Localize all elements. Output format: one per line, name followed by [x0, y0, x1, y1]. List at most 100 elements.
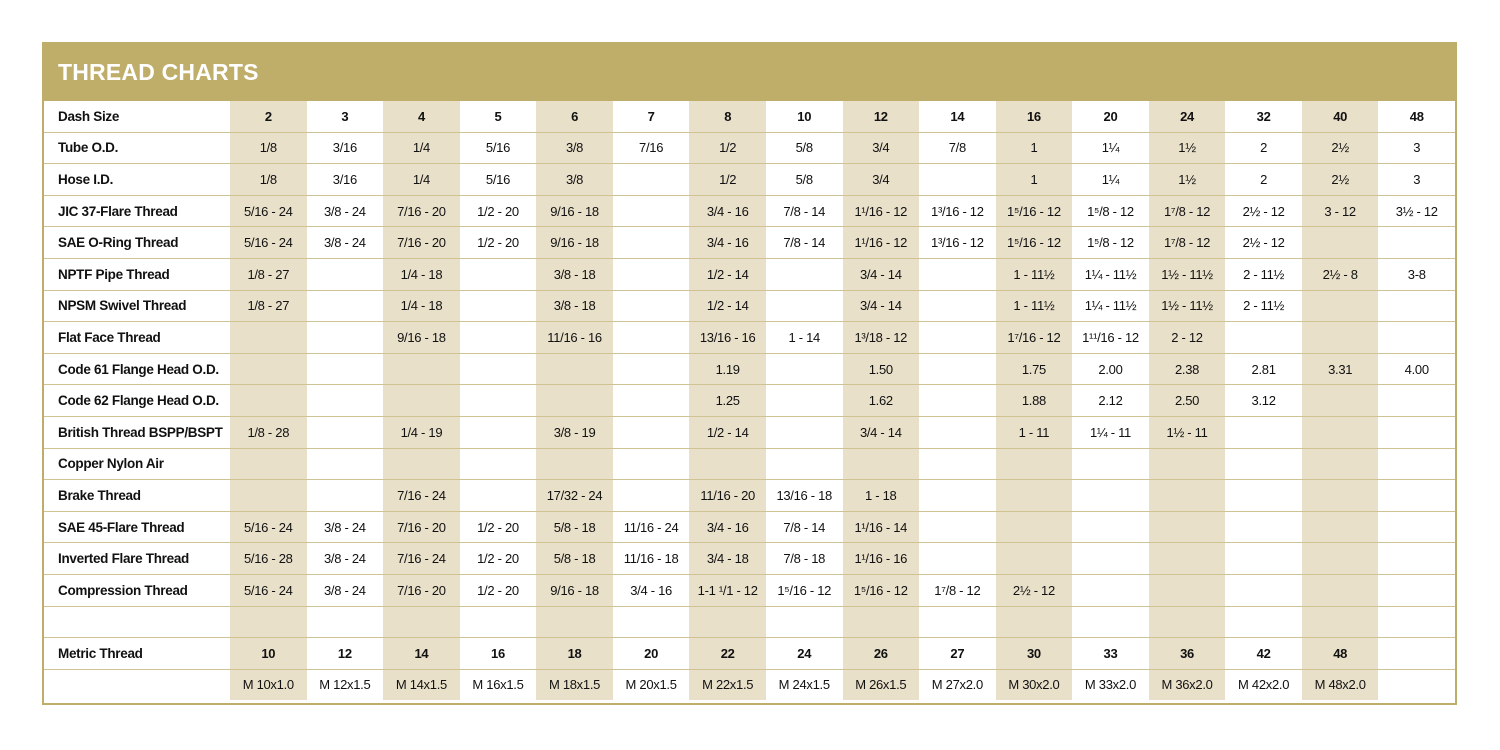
table-cell: [765, 353, 843, 386]
table-cell: 1⁵/16 - 12: [995, 226, 1073, 259]
table-cell: [995, 479, 1073, 512]
table-cell: [612, 384, 690, 417]
table-cell: 9/16 - 18: [383, 321, 460, 354]
table-cell: [612, 606, 690, 639]
table-cell: M 30x2.0: [995, 669, 1073, 701]
table-cell: 1/4 - 18: [383, 290, 460, 323]
table-cell: 32: [1225, 101, 1302, 133]
table-cell: [765, 384, 843, 417]
table-cell: 1¹/16 - 14: [842, 511, 920, 544]
table-cell: 1¼: [1072, 132, 1149, 165]
table-cell: 1/8: [230, 132, 307, 165]
table-cell: 3.12: [1225, 384, 1302, 417]
table-cell: [459, 606, 537, 639]
table-cell: [1072, 479, 1149, 512]
table-cell: [1072, 448, 1149, 481]
table-row: Flat Face Thread 9/16 - 18 11/16 - 16 13/16…: [44, 321, 1455, 354]
table-cell: 5/16 - 24: [230, 511, 307, 544]
table-cell: 1 - 11½: [995, 258, 1073, 291]
table-cell: 7/16 - 20: [383, 511, 460, 544]
table-cell: [1225, 448, 1302, 481]
table-cell: 3/8 - 19: [536, 416, 613, 449]
table-cell: [1378, 290, 1455, 323]
table-cell: 1½ - 11: [1148, 416, 1226, 449]
row-label: Tube O.D.: [44, 132, 230, 165]
table-cell: [1148, 542, 1226, 575]
table-cell: 1⁵/16 - 12: [995, 195, 1073, 228]
table-cell: [1378, 511, 1455, 544]
table-cell: [1301, 574, 1379, 607]
table-cell: 12: [842, 101, 920, 133]
table-cell: 3: [306, 101, 384, 133]
table-cell: 36: [1148, 637, 1226, 670]
table-cell: 1⁷/16 - 12: [995, 321, 1073, 354]
table-cell: 1.25: [689, 384, 766, 417]
row-label: Flat Face Thread: [44, 321, 230, 354]
table-cell: 7/8 - 18: [765, 542, 843, 575]
row-label: Dash Size: [44, 101, 230, 133]
row-label: NPSM Swivel Thread: [44, 290, 230, 323]
table-cell: 11/16 - 24: [612, 511, 690, 544]
table-cell: 1.19: [689, 353, 766, 386]
table-cell: 1½: [1148, 163, 1226, 196]
table-cell: 13/16 - 16: [689, 321, 766, 354]
row-label: British Thread BSPP/BSPT: [44, 416, 230, 449]
row-label: NPTF Pipe Thread: [44, 258, 230, 291]
table-cell: [919, 416, 996, 449]
table-row: Hose I.D. 1/8 3/16 1/4 5/16 3/8 1/2 5/8 3/4 1 1¼ 1½…: [44, 163, 1455, 196]
table-cell: [306, 448, 384, 481]
table-cell: M 24x1.5: [778, 677, 830, 693]
table-cell: 2.50: [1148, 384, 1226, 417]
table-cell: [1378, 669, 1455, 700]
table-cell: 7/16 - 24: [383, 479, 460, 512]
table-cell: [1148, 606, 1226, 639]
table-row: SAE O-Ring Thread 5/16 - 24 3/8 - 24 7/16 -…: [44, 226, 1455, 259]
table-cell: 1³/16 - 12: [919, 226, 996, 259]
table-cell: 3: [1378, 132, 1455, 165]
table-cell: 1/2 - 14: [689, 290, 766, 323]
table-cell: 3/8 - 24: [306, 195, 384, 228]
table-cell: 14: [919, 101, 996, 133]
table-cell: 7/16 - 24: [383, 542, 460, 575]
table-cell: [919, 606, 996, 639]
table-cell: [230, 606, 307, 639]
table-cell: 1/2: [689, 163, 766, 196]
table-cell: [612, 448, 690, 481]
table-cell: [1072, 574, 1149, 607]
table-cell: 2 - 11½: [1225, 258, 1302, 291]
table-cell: M 22x1.5: [689, 669, 766, 701]
table-cell: [383, 448, 460, 481]
table-row: NPTF Pipe Thread 1/8 - 27 1/4 - 18 3/8 - 18…: [44, 258, 1455, 291]
row-label: Brake Thread: [44, 479, 230, 512]
table-cell: 3.31: [1301, 353, 1379, 386]
table-cell: M 42x2.0: [1238, 677, 1290, 693]
table-cell: 1¹¹/16 - 12: [1072, 321, 1149, 354]
table-cell: 3½ - 12: [1378, 195, 1455, 228]
table-cell: 48: [1301, 637, 1379, 670]
table-cell: [306, 290, 384, 323]
table-cell: 7/8 - 14: [765, 511, 843, 544]
table-cell: 3/4: [842, 132, 920, 165]
table-cell: [689, 448, 766, 481]
table-cell: M 48x2.0: [1301, 669, 1379, 701]
table-cell: 1/2 - 14: [689, 258, 766, 291]
table-cell: 9/16 - 18: [536, 195, 613, 228]
table-cell: 2½: [1301, 163, 1379, 196]
table-cell: [306, 606, 384, 639]
table-cell: [230, 479, 307, 512]
table-cell: [919, 542, 996, 575]
table-cell: 1¼ - 11: [1072, 416, 1149, 449]
table-cell: 1/4 - 18: [383, 258, 460, 291]
table-cell: 48: [1378, 101, 1455, 133]
table-cell: 1/2 - 20: [459, 542, 537, 575]
table-cell: M 26x1.5: [842, 669, 920, 701]
table-cell: 1/8 - 28: [230, 416, 307, 449]
table-cell: 1.88: [995, 384, 1073, 417]
table-cell: [1378, 637, 1455, 670]
table-cell: 24: [765, 637, 843, 670]
table-cell: [995, 606, 1073, 639]
table-cell: 2: [1225, 132, 1302, 165]
table-cell: 1/2 - 20: [459, 574, 537, 607]
table-cell: 2½ - 8: [1301, 258, 1379, 291]
table-cell: [1301, 479, 1379, 512]
